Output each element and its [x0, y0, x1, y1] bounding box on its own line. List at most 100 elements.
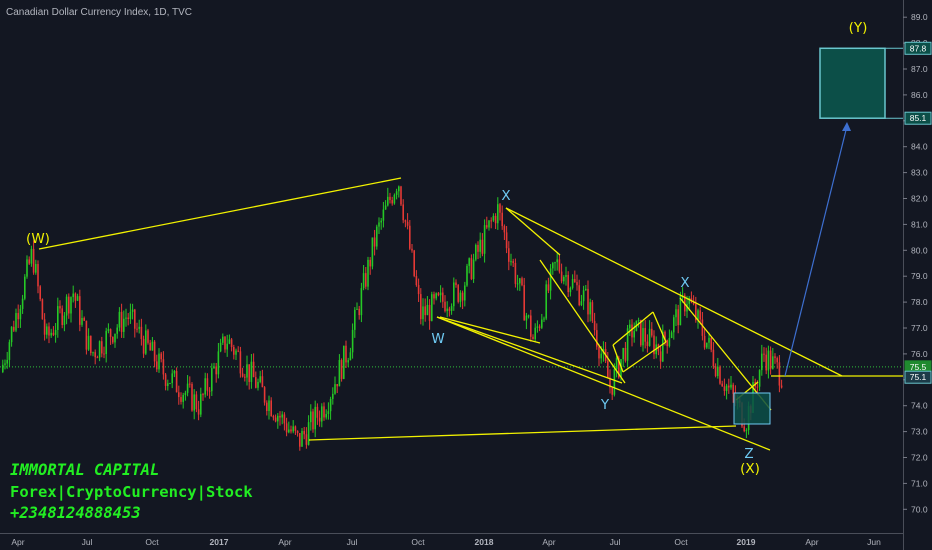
- candle-body: [732, 384, 734, 394]
- candle-body: [510, 261, 512, 263]
- candle-body: [316, 406, 319, 418]
- candle-body: [171, 373, 173, 384]
- candle-body: [28, 259, 30, 264]
- candle-body: [228, 339, 231, 344]
- candle-body: [164, 374, 167, 386]
- y-tick-label: 79.0: [911, 271, 928, 281]
- candle-body: [653, 335, 655, 355]
- candle-body: [70, 297, 72, 314]
- candle-body: [184, 392, 187, 395]
- candle-body: [486, 225, 488, 228]
- price-tag-label: 87.8: [910, 43, 927, 53]
- projection-arrow-head: [842, 122, 851, 131]
- x-tick-label: 2019: [737, 537, 756, 547]
- wave-label: Z: [744, 446, 753, 462]
- candle-body: [180, 397, 182, 402]
- target-zone-box: [819, 47, 886, 119]
- candle-body: [582, 290, 585, 302]
- candle-body: [763, 353, 765, 355]
- candle-body: [710, 337, 712, 350]
- candle-body: [54, 329, 57, 335]
- candle-body: [417, 285, 420, 295]
- candle-body: [666, 340, 668, 347]
- candle-body: [644, 328, 646, 342]
- candle-body: [109, 329, 112, 337]
- candle-body: [591, 302, 594, 321]
- wave-trendline: [436, 316, 623, 384]
- candle-body: [26, 259, 28, 277]
- candle-body: [534, 327, 536, 340]
- candle-body: [175, 370, 178, 393]
- candle-body: [499, 204, 501, 213]
- candle-body: [255, 377, 257, 388]
- candle-body: [725, 385, 728, 391]
- candle-body: [76, 296, 79, 301]
- candle-body: [325, 414, 327, 418]
- candle-body: [46, 326, 48, 335]
- candle-body: [761, 353, 763, 371]
- candle-body: [354, 309, 356, 330]
- candle-body: [574, 279, 576, 283]
- candle-body: [670, 332, 673, 339]
- candle-body: [125, 317, 127, 319]
- candle-body: [208, 390, 211, 392]
- candle-body: [116, 327, 118, 334]
- candle-body: [79, 296, 81, 325]
- candle-body: [204, 378, 206, 395]
- candle-body: [186, 383, 189, 393]
- candle-body: [703, 335, 706, 348]
- candle-body: [455, 282, 457, 286]
- candle-body: [138, 326, 140, 329]
- candle-body: [382, 209, 385, 221]
- watermark-markets: Forex|CryptoCurrency|Stock: [10, 483, 253, 501]
- y-tick-label: 80.0: [911, 245, 928, 255]
- candle-body: [189, 383, 191, 385]
- candle-body: [21, 298, 24, 309]
- y-tick-label: 81.0: [911, 219, 928, 229]
- candle-body: [213, 366, 215, 369]
- y-tick-label: 82.0: [911, 194, 928, 204]
- candle-body: [618, 357, 620, 378]
- candle-body: [695, 304, 697, 321]
- candle-body: [569, 287, 572, 293]
- candle-body: [646, 341, 649, 346]
- candle-body: [65, 296, 68, 316]
- candle-body: [706, 342, 708, 348]
- candle-body: [39, 286, 41, 300]
- y-tick-label: 87.0: [911, 64, 928, 74]
- wave-trendline: [622, 341, 667, 373]
- candle-body: [712, 349, 715, 367]
- candle-body: [719, 366, 721, 384]
- candle-body: [411, 248, 413, 251]
- candle-body: [615, 357, 618, 370]
- candle-body: [292, 426, 294, 432]
- candle-body: [631, 324, 633, 338]
- candle-body: [277, 415, 279, 422]
- candle-body: [376, 226, 378, 247]
- candle-body: [780, 385, 783, 388]
- candle-body: [6, 359, 8, 364]
- candle-body: [4, 363, 6, 365]
- candle-body: [521, 278, 523, 286]
- candle-body: [347, 360, 349, 363]
- candle-body: [182, 394, 184, 402]
- candle-body: [415, 276, 418, 286]
- candle-body: [536, 326, 539, 328]
- candle-body: [651, 328, 653, 336]
- candle-body: [560, 271, 563, 282]
- candle-body: [307, 422, 310, 445]
- candle-body: [490, 220, 492, 222]
- wave-label: (X): [740, 461, 760, 477]
- candle-body: [437, 293, 440, 296]
- candle-body: [494, 215, 497, 224]
- candle-body: [200, 394, 202, 415]
- candle-body: [103, 353, 105, 355]
- candle-body: [294, 426, 297, 431]
- candle-body: [477, 245, 479, 252]
- candle-body: [624, 348, 627, 361]
- candle-body: [554, 262, 556, 264]
- candle-body: [224, 336, 226, 350]
- candle-body: [413, 250, 415, 277]
- candle-body: [244, 376, 246, 378]
